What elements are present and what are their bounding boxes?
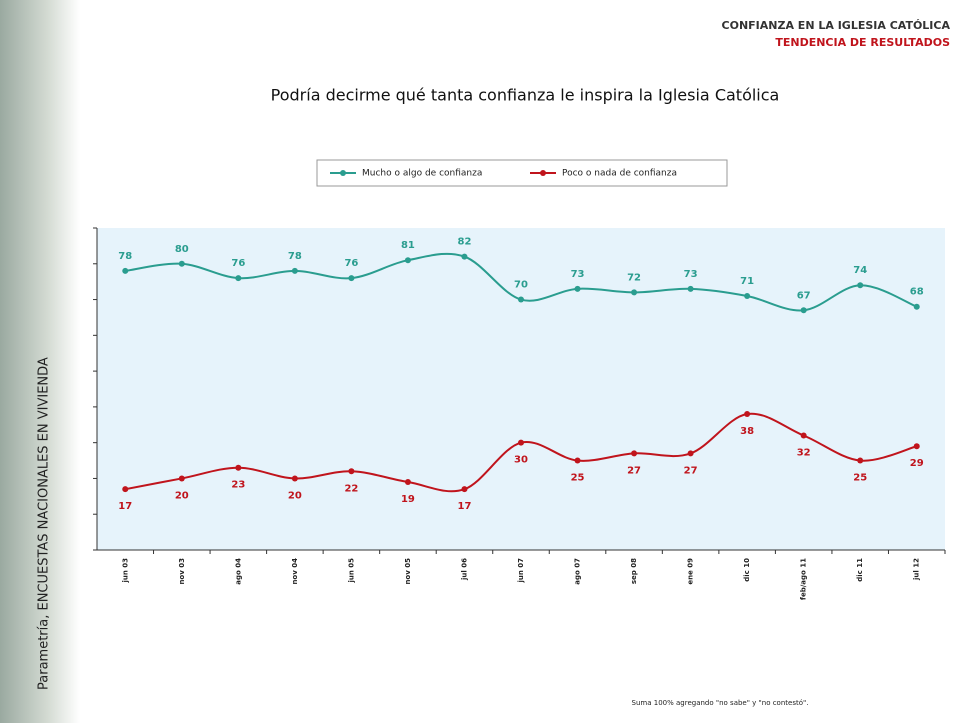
data-label: 17 [458,501,472,512]
legend-label: Poco o nada de confianza [562,169,677,179]
point [292,268,298,274]
data-label: 82 [458,237,472,248]
x-tick-label: nov 04 [291,558,299,585]
point [914,304,920,310]
point [857,458,863,464]
data-label: 80 [175,244,189,255]
data-label: 23 [231,480,245,491]
x-tick-label: dic 11 [856,558,864,582]
footnote: Suma 100% agregando "no sabe" y "no cont… [632,699,809,707]
point [631,289,637,295]
point [405,257,411,263]
data-label: 78 [288,251,302,262]
point [292,475,298,481]
point [688,450,694,456]
data-label: 30 [514,455,528,466]
point [801,433,807,439]
data-label: 27 [627,465,641,476]
data-label: 17 [118,501,132,512]
data-label: 73 [571,269,585,280]
point [914,443,920,449]
point [518,440,524,446]
data-label: 19 [401,494,415,505]
point [348,275,354,281]
x-tick-label: jul 06 [460,558,468,581]
x-tick-label: sep 08 [630,558,638,584]
data-label: 71 [740,276,754,287]
x-tick-label: nov 05 [404,558,412,585]
header-title: CONFIANZA EN LA IGLESIA CATÓLICA [722,19,951,32]
point [122,486,128,492]
data-label: 20 [175,490,189,501]
data-label: 73 [684,269,698,280]
point [179,475,185,481]
point [744,293,750,299]
data-label: 81 [401,240,415,251]
data-label: 25 [853,473,867,484]
data-label: 20 [288,490,302,501]
point [461,254,467,260]
point [801,307,807,313]
x-tick-label: ago 07 [574,558,582,585]
point [857,282,863,288]
data-label: 76 [231,258,245,269]
x-tick-label: nov 03 [178,558,186,585]
point [518,297,524,303]
x-tick-label: feb/ago 11 [800,558,808,600]
x-tick-label: jul 12 [913,558,921,581]
x-tick-label: ago 04 [234,558,242,585]
x-tick-label: ene 09 [687,558,695,585]
data-label: 67 [797,290,811,301]
x-tick-label: dic 10 [743,558,751,582]
data-label: 32 [797,448,811,459]
data-label: 22 [344,483,358,494]
data-label: 68 [910,287,924,298]
point [461,486,467,492]
point [688,286,694,292]
point [348,468,354,474]
point [122,268,128,274]
chart-title: Podría decirme qué tanta confianza le in… [271,86,780,105]
data-label: 25 [571,473,585,484]
point [744,411,750,417]
legend-marker [340,170,346,176]
legend-marker [540,170,546,176]
data-label: 74 [853,265,867,276]
point [235,275,241,281]
slide: CONFIANZA EN LA IGLESIA CATÓLICA TENDENC… [0,0,965,723]
data-label: 70 [514,280,528,291]
point [575,458,581,464]
header-subtitle: TENDENCIA DE RESULTADOS [775,36,950,49]
data-label: 38 [740,426,754,437]
data-label: 72 [627,272,641,283]
data-label: 29 [910,458,924,469]
data-label: 27 [684,465,698,476]
x-tick-label: jun 05 [347,558,355,584]
data-label: 76 [344,258,358,269]
point [631,450,637,456]
side-text: Parametría, ENCUESTAS NACIONALES EN VIVI… [37,357,52,690]
point [575,286,581,292]
point [179,261,185,267]
point [405,479,411,485]
legend-label: Mucho o algo de confianza [362,169,482,179]
x-tick-label: jun 07 [517,558,525,584]
point [235,465,241,471]
data-label: 78 [118,251,132,262]
x-tick-label: jun 03 [121,558,129,584]
